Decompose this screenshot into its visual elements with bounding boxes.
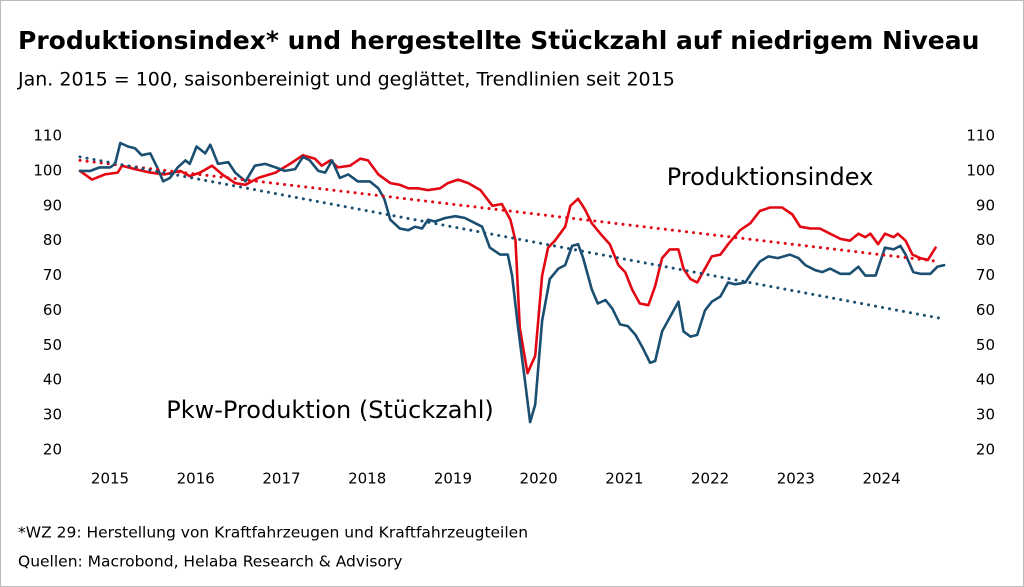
y2-tick-label: 50: [976, 336, 995, 354]
y2-tick-label: 110: [966, 127, 995, 145]
y-tick-label: 60: [43, 301, 62, 319]
y2-tick-label: 90: [976, 196, 995, 214]
x-tick-label: 2022: [691, 470, 729, 488]
x-tick-label: 2024: [862, 470, 900, 488]
x-tick-label: 2023: [777, 470, 815, 488]
x-tick-label: 2017: [262, 470, 300, 488]
y2-tick-label: 40: [976, 371, 995, 389]
x-tick-label: 2016: [177, 470, 215, 488]
x-tick-label: 2021: [605, 470, 643, 488]
chart-subtitle: Jan. 2015 = 100, saisonbereinigt und geg…: [17, 69, 675, 91]
y2-tick-label: 20: [976, 441, 995, 459]
y2-tick-label: 60: [976, 301, 995, 319]
x-tick-label: 2018: [348, 470, 386, 488]
y-tick-label: 40: [43, 371, 62, 389]
x-tick-label: 2019: [434, 470, 472, 488]
series-line: [78, 141, 946, 424]
trend-line: [78, 155, 947, 321]
x-tick-label: 2015: [91, 470, 129, 488]
footnote: *WZ 29: Herstellung von Kraftfahrzeugen …: [18, 524, 528, 542]
x-tick-label: 2020: [520, 470, 558, 488]
series-line: [78, 153, 937, 375]
y-tick-label: 110: [33, 127, 62, 145]
y-tick-label: 20: [43, 441, 62, 459]
y-tick-label: 100: [33, 161, 62, 179]
series-label: Pkw-Produktion (Stückzahl): [166, 396, 494, 424]
footnote: Quellen: Macrobond, Helaba Research & Ad…: [18, 553, 402, 571]
y2-tick-label: 80: [976, 231, 995, 249]
y2-tick-label: 30: [976, 406, 995, 424]
series-label: Produktionsindex: [667, 163, 874, 191]
y-tick-label: 70: [43, 266, 62, 284]
y-tick-label: 80: [43, 231, 62, 249]
chart-title: Produktionsindex* und hergestellte Stück…: [18, 26, 979, 55]
y-tick-label: 90: [43, 196, 62, 214]
trend-line: [78, 158, 942, 264]
y-tick-label: 50: [43, 336, 62, 354]
y-tick-label: 30: [43, 406, 62, 424]
y2-tick-label: 70: [976, 266, 995, 284]
y2-tick-label: 100: [966, 161, 995, 179]
